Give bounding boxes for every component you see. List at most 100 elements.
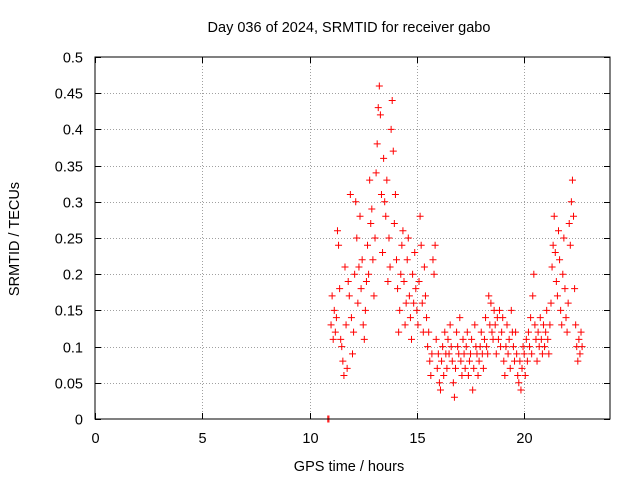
- data-point: [344, 277, 352, 285]
- data-point: [557, 306, 565, 314]
- data-point: [373, 140, 381, 148]
- data-point: [402, 299, 410, 307]
- y-tick-label: 0.35: [55, 160, 83, 176]
- data-point: [372, 169, 380, 177]
- data-points: [324, 82, 586, 423]
- data-point: [342, 321, 350, 329]
- y-axis-label: SRMTID / TECUs: [7, 182, 23, 296]
- data-point: [398, 241, 406, 249]
- data-point: [438, 357, 446, 365]
- data-point: [459, 335, 467, 343]
- data-point: [430, 270, 438, 278]
- data-point: [566, 241, 574, 249]
- data-point: [421, 292, 429, 300]
- y-tick-label: 0: [75, 413, 83, 429]
- data-point: [434, 350, 442, 358]
- data-point: [411, 248, 419, 256]
- chart-title: Day 036 of 2024, SRMTID for receiver gab…: [208, 20, 491, 36]
- data-point: [343, 364, 351, 372]
- data-point: [514, 372, 522, 380]
- data-point: [465, 357, 473, 365]
- data-point: [375, 82, 383, 90]
- data-point: [410, 299, 418, 307]
- data-point: [498, 328, 506, 336]
- data-point: [339, 357, 347, 365]
- data-point: [533, 357, 541, 365]
- data-point: [494, 335, 502, 343]
- data-point: [530, 270, 538, 278]
- data-point: [399, 227, 407, 235]
- data-point: [338, 343, 346, 351]
- y-tick-label: 0.4: [63, 123, 83, 139]
- data-point: [553, 292, 561, 300]
- data-point: [559, 270, 567, 278]
- data-point: [520, 350, 528, 358]
- data-point: [424, 343, 432, 351]
- data-point: [506, 364, 514, 372]
- data-point: [500, 357, 508, 365]
- data-point: [474, 372, 482, 380]
- data-point: [374, 104, 382, 112]
- data-point: [445, 350, 453, 358]
- data-point: [449, 379, 457, 387]
- data-point: [412, 285, 420, 293]
- data-point: [358, 256, 366, 264]
- data-point: [330, 306, 338, 314]
- data-point: [468, 335, 476, 343]
- data-point: [485, 292, 493, 300]
- data-point: [556, 256, 564, 264]
- data-point: [368, 205, 376, 213]
- data-point: [384, 277, 392, 285]
- data-point: [453, 328, 461, 336]
- data-point: [369, 256, 377, 264]
- data-point: [542, 328, 550, 336]
- x-tick-label: 5: [198, 431, 206, 447]
- data-point: [367, 220, 375, 228]
- data-point: [414, 321, 422, 329]
- data-point: [503, 321, 511, 329]
- data-point: [577, 328, 585, 336]
- data-point: [460, 350, 468, 358]
- data-point: [352, 198, 360, 206]
- data-point: [558, 321, 566, 329]
- data-point: [446, 321, 454, 329]
- x-tick-label: 0: [91, 431, 99, 447]
- data-point: [395, 328, 403, 336]
- data-point: [370, 292, 378, 300]
- data-point: [527, 314, 535, 322]
- data-point: [521, 372, 529, 380]
- data-point: [562, 314, 570, 322]
- data-point: [351, 270, 359, 278]
- data-point: [413, 306, 421, 314]
- data-point: [361, 306, 369, 314]
- data-point: [379, 248, 387, 256]
- data-point: [570, 212, 578, 220]
- data-point: [488, 328, 496, 336]
- data-point: [359, 321, 367, 329]
- data-point: [426, 357, 434, 365]
- data-point: [499, 314, 507, 322]
- data-point: [463, 328, 471, 336]
- data-point: [551, 248, 559, 256]
- data-point: [371, 234, 379, 242]
- data-point: [354, 299, 362, 307]
- data-point: [528, 350, 536, 358]
- data-point: [383, 176, 391, 184]
- data-point: [436, 386, 444, 394]
- data-point: [346, 191, 354, 199]
- data-point: [366, 176, 374, 184]
- data-point: [364, 241, 372, 249]
- data-point: [565, 220, 573, 228]
- data-point: [388, 96, 396, 104]
- data-point: [477, 328, 485, 336]
- y-tick-label: 0.5: [63, 51, 83, 67]
- data-point: [501, 372, 509, 380]
- data-point: [418, 299, 426, 307]
- data-point: [523, 357, 531, 365]
- data-point: [509, 343, 517, 351]
- data-point: [403, 256, 411, 264]
- data-point: [401, 321, 409, 329]
- data-point: [522, 335, 530, 343]
- data-point: [431, 241, 439, 249]
